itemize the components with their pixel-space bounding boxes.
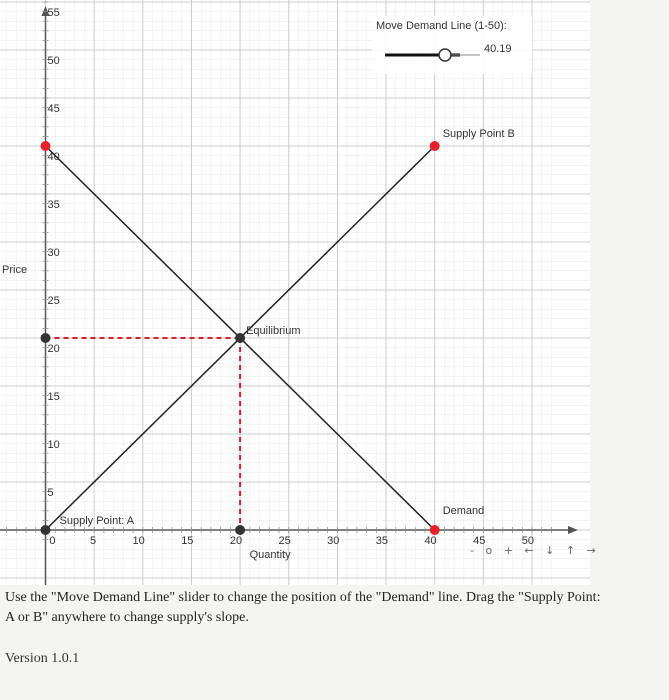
- y-tick-label: 20: [48, 343, 60, 355]
- x-tick-label: 50: [522, 535, 534, 547]
- graph-panel[interactable]: -505101520253035404550510152025303540455…: [0, 0, 590, 585]
- instructions-text: Use the "Move Demand Line" slider to cha…: [5, 590, 601, 625]
- version-label: Version 1.0.1: [5, 651, 80, 666]
- x-tick-label: 45: [473, 535, 485, 547]
- y-tick-label: 55: [48, 7, 60, 19]
- slider-background: [372, 16, 532, 74]
- demand-top-point: [40, 141, 51, 151]
- y-axis-title: Price: [2, 264, 27, 276]
- equilibrium-price-point: [40, 333, 51, 343]
- x-tick-label: 30: [327, 535, 339, 547]
- equilibrium-point: [235, 333, 246, 343]
- y-tick-label: 50: [48, 55, 60, 67]
- x-tick-label: 35: [376, 535, 388, 547]
- y-tick-label: 25: [48, 295, 60, 307]
- supply-point-a[interactable]: [40, 525, 51, 535]
- y-tick-label: 5: [48, 487, 54, 499]
- tick-labels: -505101520253035404550510152025303540455…: [2, 7, 534, 561]
- supply-point-a-label: Supply Point: A: [60, 515, 135, 527]
- y-tick-label: 15: [48, 391, 60, 403]
- demand-label: Demand: [443, 505, 485, 517]
- x-axis-title: Quantity: [250, 549, 291, 561]
- supply-point-b[interactable]: [429, 141, 440, 151]
- y-tick-label: 40: [48, 151, 60, 163]
- x-axis-arrow: [568, 526, 578, 534]
- x-tick-label: 10: [133, 535, 145, 547]
- equilibrium-quantity-point: [235, 525, 246, 535]
- x-tick-label: 15: [181, 535, 193, 547]
- y-tick-label: 30: [48, 247, 60, 259]
- point-labels: Equilibrium Supply Point: A Supply Point B…: [60, 128, 515, 527]
- y-tick-label: 45: [48, 103, 60, 115]
- equilibrium-label: Equilibrium: [246, 325, 300, 337]
- axes: [0, 1, 578, 585]
- demand-bottom-point: [429, 525, 440, 535]
- supply-demand-graph[interactable]: -505101520253035404550510152025303540455…: [0, 0, 590, 585]
- supply-point-b-label: Supply Point B: [443, 128, 515, 140]
- y-axis-arrow: [41, 6, 50, 16]
- zoom-pan-controls[interactable]: - o + ← ↓ ↑ →: [470, 544, 600, 557]
- y-tick-label: 10: [48, 439, 60, 451]
- slider-label: Move Demand Line (1-50):: [376, 20, 507, 32]
- slider-value: 40.19: [484, 43, 512, 55]
- grid: [0, 0, 590, 585]
- y-tick-label: 35: [48, 199, 60, 211]
- x-tick-label: 40: [424, 535, 436, 547]
- x-tick-label: 25: [279, 535, 291, 547]
- slider-handle[interactable]: [438, 48, 452, 62]
- points: [40, 141, 440, 535]
- demand-slider[interactable]: Move Demand Line (1-50): 40.19: [372, 16, 532, 74]
- x-tick-label: 0: [49, 535, 55, 547]
- x-tick-label: 20: [230, 535, 242, 547]
- x-tick-label: 5: [90, 535, 96, 547]
